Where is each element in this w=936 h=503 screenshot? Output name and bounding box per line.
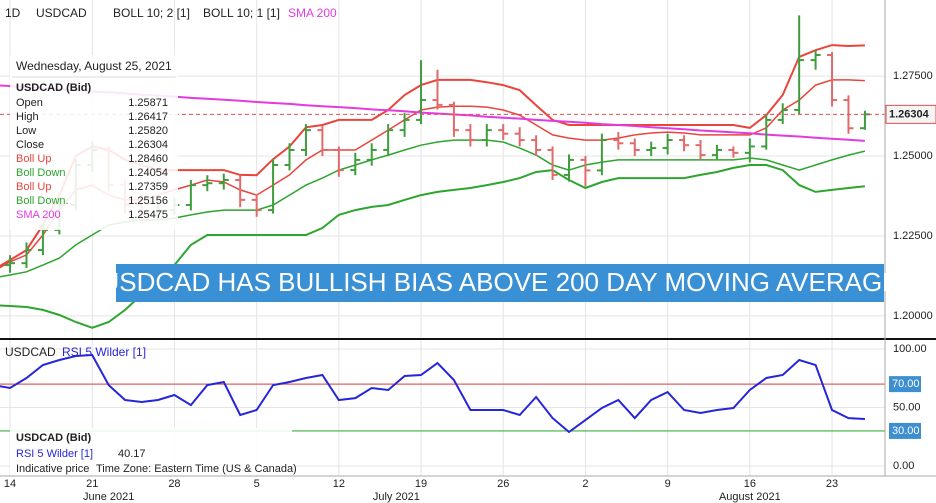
rsi-info-bg [10,428,292,475]
y-tick-label: 50.00 [893,401,921,413]
legend-label: SMA 200 [16,209,61,221]
info-value: 1.25871 [128,97,168,109]
interval[interactable]: 1D [5,6,21,20]
legend-label: Boll Up [16,153,51,165]
x-tick-label: 28 [168,478,180,490]
info-value: 1.25820 [128,125,168,137]
info-label: Close [16,139,44,151]
rsi-info-value: 40.17 [118,448,146,460]
month-label: June 2021 [83,491,134,503]
x-tick-label: 26 [497,478,509,490]
level-label: 70.00 [892,378,920,390]
x-tick-label: 16 [744,478,756,490]
legend-label: Boll Up [16,181,51,193]
info-label: High [16,111,39,123]
info-panel-bg [10,55,178,230]
indicator-label[interactable]: SMA 200 [288,6,337,20]
last-price-label: 1.26304 [889,108,930,120]
info-value: 1.26304 [128,139,168,151]
legend-value: 1.28460 [128,153,168,165]
symbol[interactable]: USDCAD [36,6,87,20]
rsi-info-note: Indicative price [16,463,89,475]
x-tick-label: 14 [4,478,16,490]
month-label: August 2021 [719,491,781,503]
rsi-symbol: USDCAD [5,345,56,359]
indicator-label[interactable]: BOLL 10; 1 [1] [203,6,280,20]
rsi-info-title: USDCAD (Bid) [16,432,91,444]
x-tick-label: 2 [582,478,588,490]
rsi-name[interactable]: RSI 5 Wilder [1] [62,345,146,359]
level-box [889,376,921,393]
rsi-info-timezone: Time Zone: Eastern Time (US & Canada) [96,463,297,475]
info-value: 1.26417 [128,111,168,123]
legend-value: 1.25156 [128,195,168,207]
y-tick-label: 1.20000 [893,310,933,322]
y-tick-label: 0.00 [893,460,914,472]
x-tick-label: 23 [826,478,838,490]
legend-label: Boll Down [16,167,66,179]
indicator-rows: Boll Up 1.28460 Boll Down 1.24054 Boll Up 1.2… [16,153,168,221]
rsi-info-name: RSI 5 Wilder [1] [16,448,93,460]
rsi-info: USDCAD (Bid) RSI 5 Wilder [1] 40.17 Indi… [10,428,297,475]
month-label: July 2021 [373,491,420,503]
rsi-line [0,353,865,434]
legend-value: 1.27359 [128,181,168,193]
axis-layer: 14 21 28 5 12 19 26 2 9 16 23 June 2021 July 2021 Aug… [4,70,936,503]
x-tick-label: 5 [254,478,260,490]
legend-value: 1.24054 [128,167,168,179]
info-panel: Wednesday, August 25, 2021 USDCAD (Bid) … [10,55,178,230]
x-tick-label: 12 [333,478,345,490]
info-label: Open [16,97,43,109]
banner-bg [116,264,884,302]
y-tick-label: 1.25000 [893,150,933,162]
y-tick-label: 1.22500 [893,230,933,242]
y-tick-label: 1.27500 [893,70,933,82]
banner-text: USDCAD HAS BULLISH BIAS ABOVE 200 DAY MO… [100,267,899,297]
info-label: Low [16,125,36,137]
level-box [889,422,921,439]
level-label: 30.00 [892,425,920,437]
legend-value: 1.25475 [128,209,168,221]
x-tick-label: 19 [415,478,427,490]
x-tick-label: 21 [86,478,98,490]
y-tick-label: 100.00 [893,343,927,355]
legend-label: Boll Down. [16,195,69,207]
indicator-label[interactable]: BOLL 10; 2 [1] [113,6,190,20]
info-date: Wednesday, August 25, 2021 [16,59,172,73]
last-price-box [885,104,936,124]
info-title: USDCAD (Bid) [16,82,91,94]
x-tick-label: 9 [665,478,671,490]
